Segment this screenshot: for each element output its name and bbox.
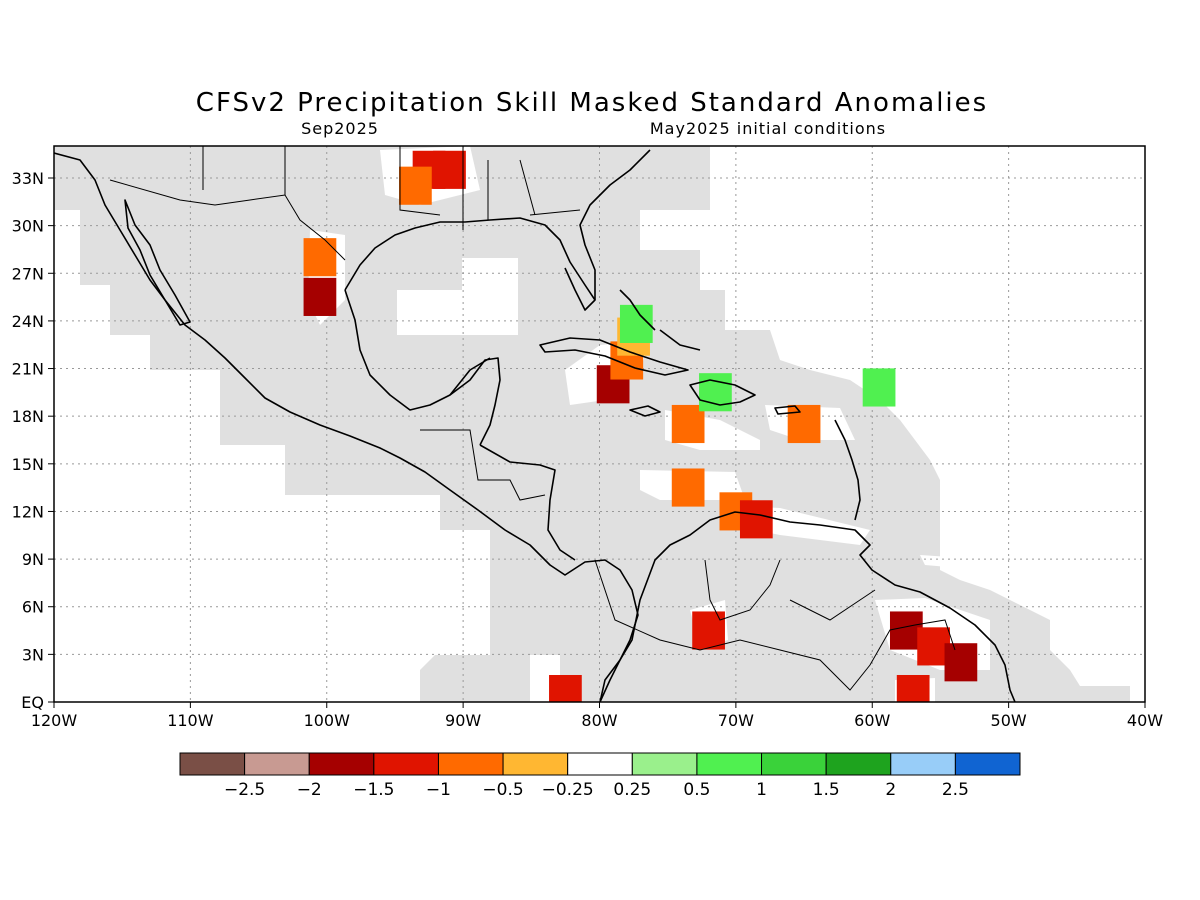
colorbar-swatch [631, 752, 698, 776]
anomaly-cell [619, 304, 653, 343]
anomaly-cell [671, 404, 705, 444]
y-axis: EQ 3N 6N 9N 12N 15N 18N 21N 24N 27N 30N 33N [12, 169, 54, 712]
anomaly-cell [671, 468, 705, 507]
anomaly-cell [433, 150, 466, 189]
chart-title: CFSv2 Precipitation Skill Masked Standar… [196, 88, 988, 118]
colorbar-swatch [373, 752, 439, 776]
colorbar-swatch [890, 752, 956, 776]
y-tick-label: 27N [12, 264, 44, 283]
anomaly-cell [917, 627, 950, 666]
y-tick-label: 21N [12, 360, 44, 379]
anomaly-cell [699, 373, 732, 412]
y-tick-label: 15N [12, 455, 44, 474]
colorbar-swatch [567, 752, 633, 776]
colorbar-label: −1.5 [353, 780, 394, 800]
map-panel [53, 145, 1146, 703]
colorbar-swatch [761, 752, 827, 776]
y-tick-label: 6N [22, 598, 44, 617]
colorbar-label: 2 [885, 780, 896, 800]
anomaly-cell [739, 500, 773, 539]
anomaly-cell [399, 166, 432, 205]
colorbar: −2.5 −2 −1.5 −1 −0.5 −0.25 0.25 0.5 1 1.5 2 2.5 [179, 752, 1021, 800]
coastlines [54, 149, 1016, 702]
y-tick-label: 24N [12, 312, 44, 331]
y-tick-label: 9N [22, 550, 44, 569]
anomaly-cell [303, 277, 337, 316]
colorbar-swatch [825, 752, 892, 776]
anomaly-cell [787, 404, 821, 444]
x-tick-label: 70W [718, 711, 754, 730]
colorbar-swatch [954, 752, 1021, 776]
y-tick-label: 12N [12, 502, 44, 521]
colorbar-swatch [244, 752, 310, 776]
y-tick-label: 30N [12, 217, 44, 236]
x-tick-label: 40W [1127, 711, 1163, 730]
anomaly-cell [549, 674, 582, 702]
y-tick-label: 33N [12, 169, 44, 188]
colorbar-swatch [502, 752, 569, 776]
colorbar-label: 2.5 [942, 780, 969, 800]
colorbar-label: −1 [426, 780, 451, 800]
colorbar-swatch [437, 752, 504, 776]
anomaly-cells [303, 150, 978, 702]
x-tick-label: 50W [991, 711, 1027, 730]
x-tick-label: 120W [31, 711, 78, 730]
anomaly-cell [303, 238, 337, 277]
colorbar-label: −2 [297, 780, 322, 800]
x-tick-label: 60W [854, 711, 890, 730]
anomaly-cell [896, 674, 930, 702]
x-tick-label: 80W [581, 711, 617, 730]
colorbar-label: −2.5 [224, 780, 265, 800]
colorbar-swatch [308, 752, 375, 776]
anomaly-cell [862, 368, 896, 407]
colorbar-label: 0.25 [613, 780, 651, 800]
subtitle-month: Sep2025 [301, 119, 379, 138]
political-borders [109, 146, 956, 691]
colorbar-swatch [179, 752, 246, 776]
colorbar-label: 1 [756, 780, 767, 800]
x-axis: 120W 110W 100W 90W 80W 70W 60W 50W 40W [31, 702, 1163, 730]
y-tick-label: EQ [21, 693, 44, 712]
colorbar-swatch [696, 752, 763, 776]
x-tick-label: 90W [445, 711, 481, 730]
y-tick-label: 18N [12, 407, 44, 426]
colorbar-label: 1.5 [813, 780, 840, 800]
colorbar-label: 0.5 [683, 780, 710, 800]
colorbar-label: −0.25 [542, 780, 594, 800]
anomaly-cell [944, 643, 978, 682]
colorbar-label: −0.5 [482, 780, 523, 800]
x-tick-label: 100W [304, 711, 351, 730]
x-tick-label: 110W [167, 711, 214, 730]
y-tick-label: 3N [22, 645, 44, 664]
anomaly-cell [692, 611, 725, 650]
subtitle-initial-conditions: May2025 initial conditions [650, 119, 886, 138]
